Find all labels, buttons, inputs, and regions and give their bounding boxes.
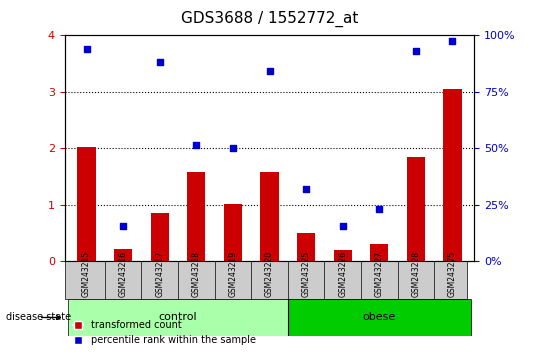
Bar: [187, 172, 205, 261]
Text: GSM243226: GSM243226: [338, 251, 347, 297]
Text: GSM243227: GSM243227: [375, 251, 384, 297]
Bar: [224, 204, 242, 261]
Point: [229, 145, 237, 151]
Point: [265, 68, 274, 74]
FancyBboxPatch shape: [288, 299, 471, 336]
Text: obese: obese: [363, 313, 396, 322]
Point: [375, 206, 384, 212]
Point: [338, 223, 347, 229]
Bar: [334, 250, 352, 261]
Text: control: control: [159, 313, 197, 322]
Point: [119, 223, 128, 229]
Bar: [260, 172, 279, 261]
Text: GSM243219: GSM243219: [229, 251, 237, 297]
Text: GSM243220: GSM243220: [265, 251, 274, 297]
FancyBboxPatch shape: [65, 261, 467, 299]
Text: GSM243216: GSM243216: [119, 251, 128, 297]
Bar: [443, 89, 461, 261]
Text: GSM243228: GSM243228: [411, 251, 420, 297]
Point: [155, 59, 164, 65]
Text: GDS3688 / 1552772_at: GDS3688 / 1552772_at: [181, 11, 358, 27]
Text: GSM243215: GSM243215: [82, 251, 91, 297]
Point: [411, 48, 420, 54]
Text: GSM243225: GSM243225: [302, 251, 310, 297]
Bar: [370, 244, 389, 261]
Text: GSM243275: GSM243275: [448, 251, 457, 297]
FancyBboxPatch shape: [68, 299, 288, 336]
Bar: [297, 233, 315, 261]
Bar: [114, 249, 133, 261]
Bar: [406, 157, 425, 261]
Point: [82, 46, 91, 52]
Text: GSM243218: GSM243218: [192, 251, 201, 297]
Point: [302, 187, 310, 192]
Bar: [150, 213, 169, 261]
Text: GSM243217: GSM243217: [155, 251, 164, 297]
Point: [192, 143, 201, 148]
Bar: [78, 147, 96, 261]
Text: disease state: disease state: [6, 313, 71, 322]
Legend: transformed count, percentile rank within the sample: transformed count, percentile rank withi…: [70, 316, 260, 349]
Point: [448, 38, 457, 44]
